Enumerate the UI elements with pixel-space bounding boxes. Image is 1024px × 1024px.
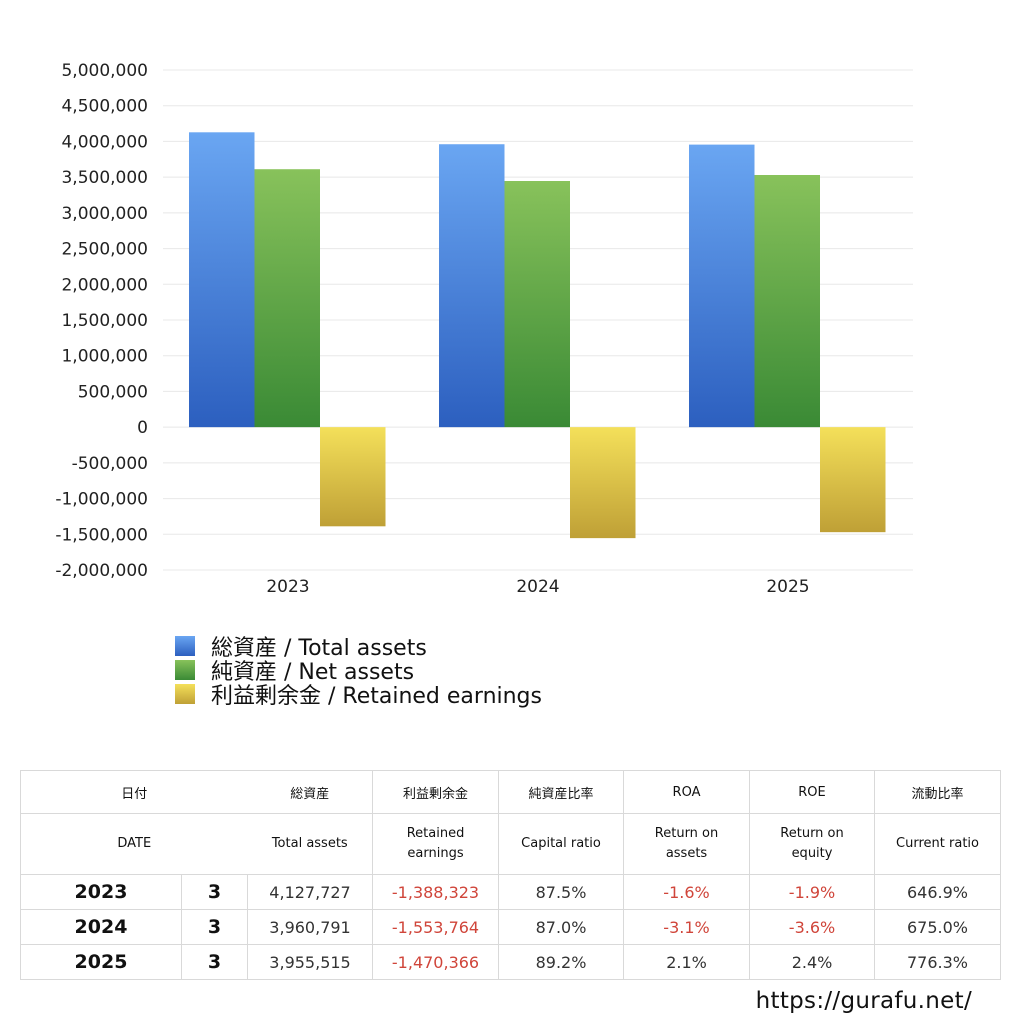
bar	[689, 144, 755, 428]
y-tick-label: 3,000,000	[61, 204, 148, 224]
row-capital-ratio: 87.0%	[498, 909, 625, 945]
header-retained-jp: 利益剰余金	[372, 770, 500, 814]
legend-swatch-total-assets	[175, 636, 195, 656]
bar	[570, 427, 636, 539]
legend-item-retained-earnings: 利益剰余金 / Retained earnings	[175, 682, 542, 709]
row-roe: -3.6%	[749, 909, 876, 945]
legend-swatch-net-assets	[175, 660, 195, 680]
header-total-assets-jp: 総資産	[247, 770, 374, 814]
row-month: 3	[180, 944, 249, 980]
row-month: 3	[180, 909, 249, 945]
bar	[754, 175, 820, 428]
row-year: 2024	[20, 909, 182, 945]
y-tick-label: -1,000,000	[55, 490, 148, 510]
y-tick-label: 1,000,000	[61, 347, 148, 367]
y-tick-label: -1,500,000	[55, 525, 148, 545]
table-row: 2024 3 3,960,791 -1,553,764 87.0% -3.1% …	[20, 909, 1002, 945]
row-retained: -1,553,764	[372, 909, 500, 945]
header-roa-en: Return on assets	[623, 813, 751, 875]
header-capital-ratio-jp: 純資産比率	[498, 770, 625, 814]
row-month: 3	[180, 874, 249, 910]
row-total-assets: 3,955,515	[247, 944, 374, 980]
x-axis-ticks: 2023 2024 2025	[266, 577, 809, 597]
legend-label: 総資産 / Total assets	[211, 636, 427, 661]
row-current-ratio: 646.9%	[874, 874, 1002, 910]
row-roa: -3.1%	[623, 909, 751, 945]
row-total-assets: 4,127,727	[247, 874, 374, 910]
header-current-ratio-jp: 流動比率	[874, 770, 1002, 814]
y-tick-label: 1,500,000	[61, 311, 148, 331]
legend-label: 純資産 / Net assets	[211, 660, 415, 685]
header-row-en: DATE Total assets Retained earnings Capi…	[19, 813, 1002, 875]
row-roe: -1.9%	[749, 874, 876, 910]
legend-item-total-assets: 総資産 / Total assets	[175, 634, 542, 661]
y-tick-label: -500,000	[72, 454, 148, 474]
site-url[interactable]: https://gurafu.net/	[755, 988, 972, 1014]
table-row: 2023 3 4,127,727 -1,388,323 87.5% -1.6% …	[20, 874, 1002, 910]
row-year: 2023	[20, 874, 182, 910]
row-roe: 2.4%	[749, 944, 876, 980]
x-tick-label: 2024	[516, 577, 559, 597]
x-tick-label: 2023	[266, 577, 309, 597]
y-tick-label: 4,000,000	[61, 132, 148, 152]
y-tick-label: 2,500,000	[61, 240, 148, 260]
y-tick-label: -2,000,000	[55, 561, 148, 581]
legend-label: 利益剰余金 / Retained earnings	[211, 684, 542, 709]
legend: 総資産 / Total assets 純資産 / Net assets 利益剰余…	[175, 634, 542, 709]
bar	[504, 181, 570, 428]
bar	[820, 427, 886, 533]
y-tick-label: 3,500,000	[61, 168, 148, 188]
bar	[439, 144, 505, 428]
header-roe: ROE	[749, 770, 876, 814]
header-current-ratio-en: Current ratio	[874, 813, 1002, 875]
y-axis-ticks: 5,000,000 4,500,000 4,000,000 3,500,000 3,00…	[55, 61, 148, 581]
header-capital-ratio-en: Capital ratio	[498, 813, 625, 875]
row-capital-ratio: 87.5%	[498, 874, 625, 910]
legend-item-net-assets: 純資産 / Net assets	[175, 658, 542, 685]
y-tick-label: 500,000	[78, 382, 148, 402]
row-capital-ratio: 89.2%	[498, 944, 625, 980]
table-row: 2025 3 3,955,515 -1,470,366 89.2% 2.1% 2…	[20, 944, 1002, 980]
row-roa: -1.6%	[623, 874, 751, 910]
row-roa: 2.1%	[623, 944, 751, 980]
bar-chart: 5,000,000 4,500,000 4,000,000 3,500,000 3,00…	[55, 61, 913, 597]
row-year: 2025	[20, 944, 182, 980]
y-tick-label: 4,500,000	[61, 97, 148, 117]
legend-swatch-retained-earnings	[175, 684, 195, 704]
financial-table: 日付 総資産 利益剰余金 純資産比率 ROA ROE 流動比率 DATE Tot…	[19, 770, 1002, 980]
bars	[189, 132, 886, 539]
header-row-jp: 日付 総資産 利益剰余金 純資産比率 ROA ROE 流動比率	[19, 770, 1002, 814]
y-tick-label: 5,000,000	[61, 61, 148, 81]
y-tick-label: 0	[137, 418, 148, 438]
row-current-ratio: 675.0%	[874, 909, 1002, 945]
row-retained: -1,388,323	[372, 874, 500, 910]
bar	[189, 132, 255, 428]
header-roe-en: Return on equity	[749, 813, 876, 875]
header-date-en: DATE	[19, 813, 248, 875]
y-tick-label: 2,000,000	[61, 275, 148, 295]
header-date-jp: 日付	[19, 770, 248, 814]
header-total-assets-en: Total assets	[247, 813, 374, 875]
header-roa: ROA	[623, 770, 751, 814]
row-total-assets: 3,960,791	[247, 909, 374, 945]
row-retained: -1,470,366	[372, 944, 500, 980]
row-current-ratio: 776.3%	[874, 944, 1002, 980]
header-retained-en: Retained earnings	[372, 813, 500, 875]
bar	[320, 427, 386, 527]
x-tick-label: 2025	[766, 577, 809, 597]
bar	[254, 169, 320, 428]
